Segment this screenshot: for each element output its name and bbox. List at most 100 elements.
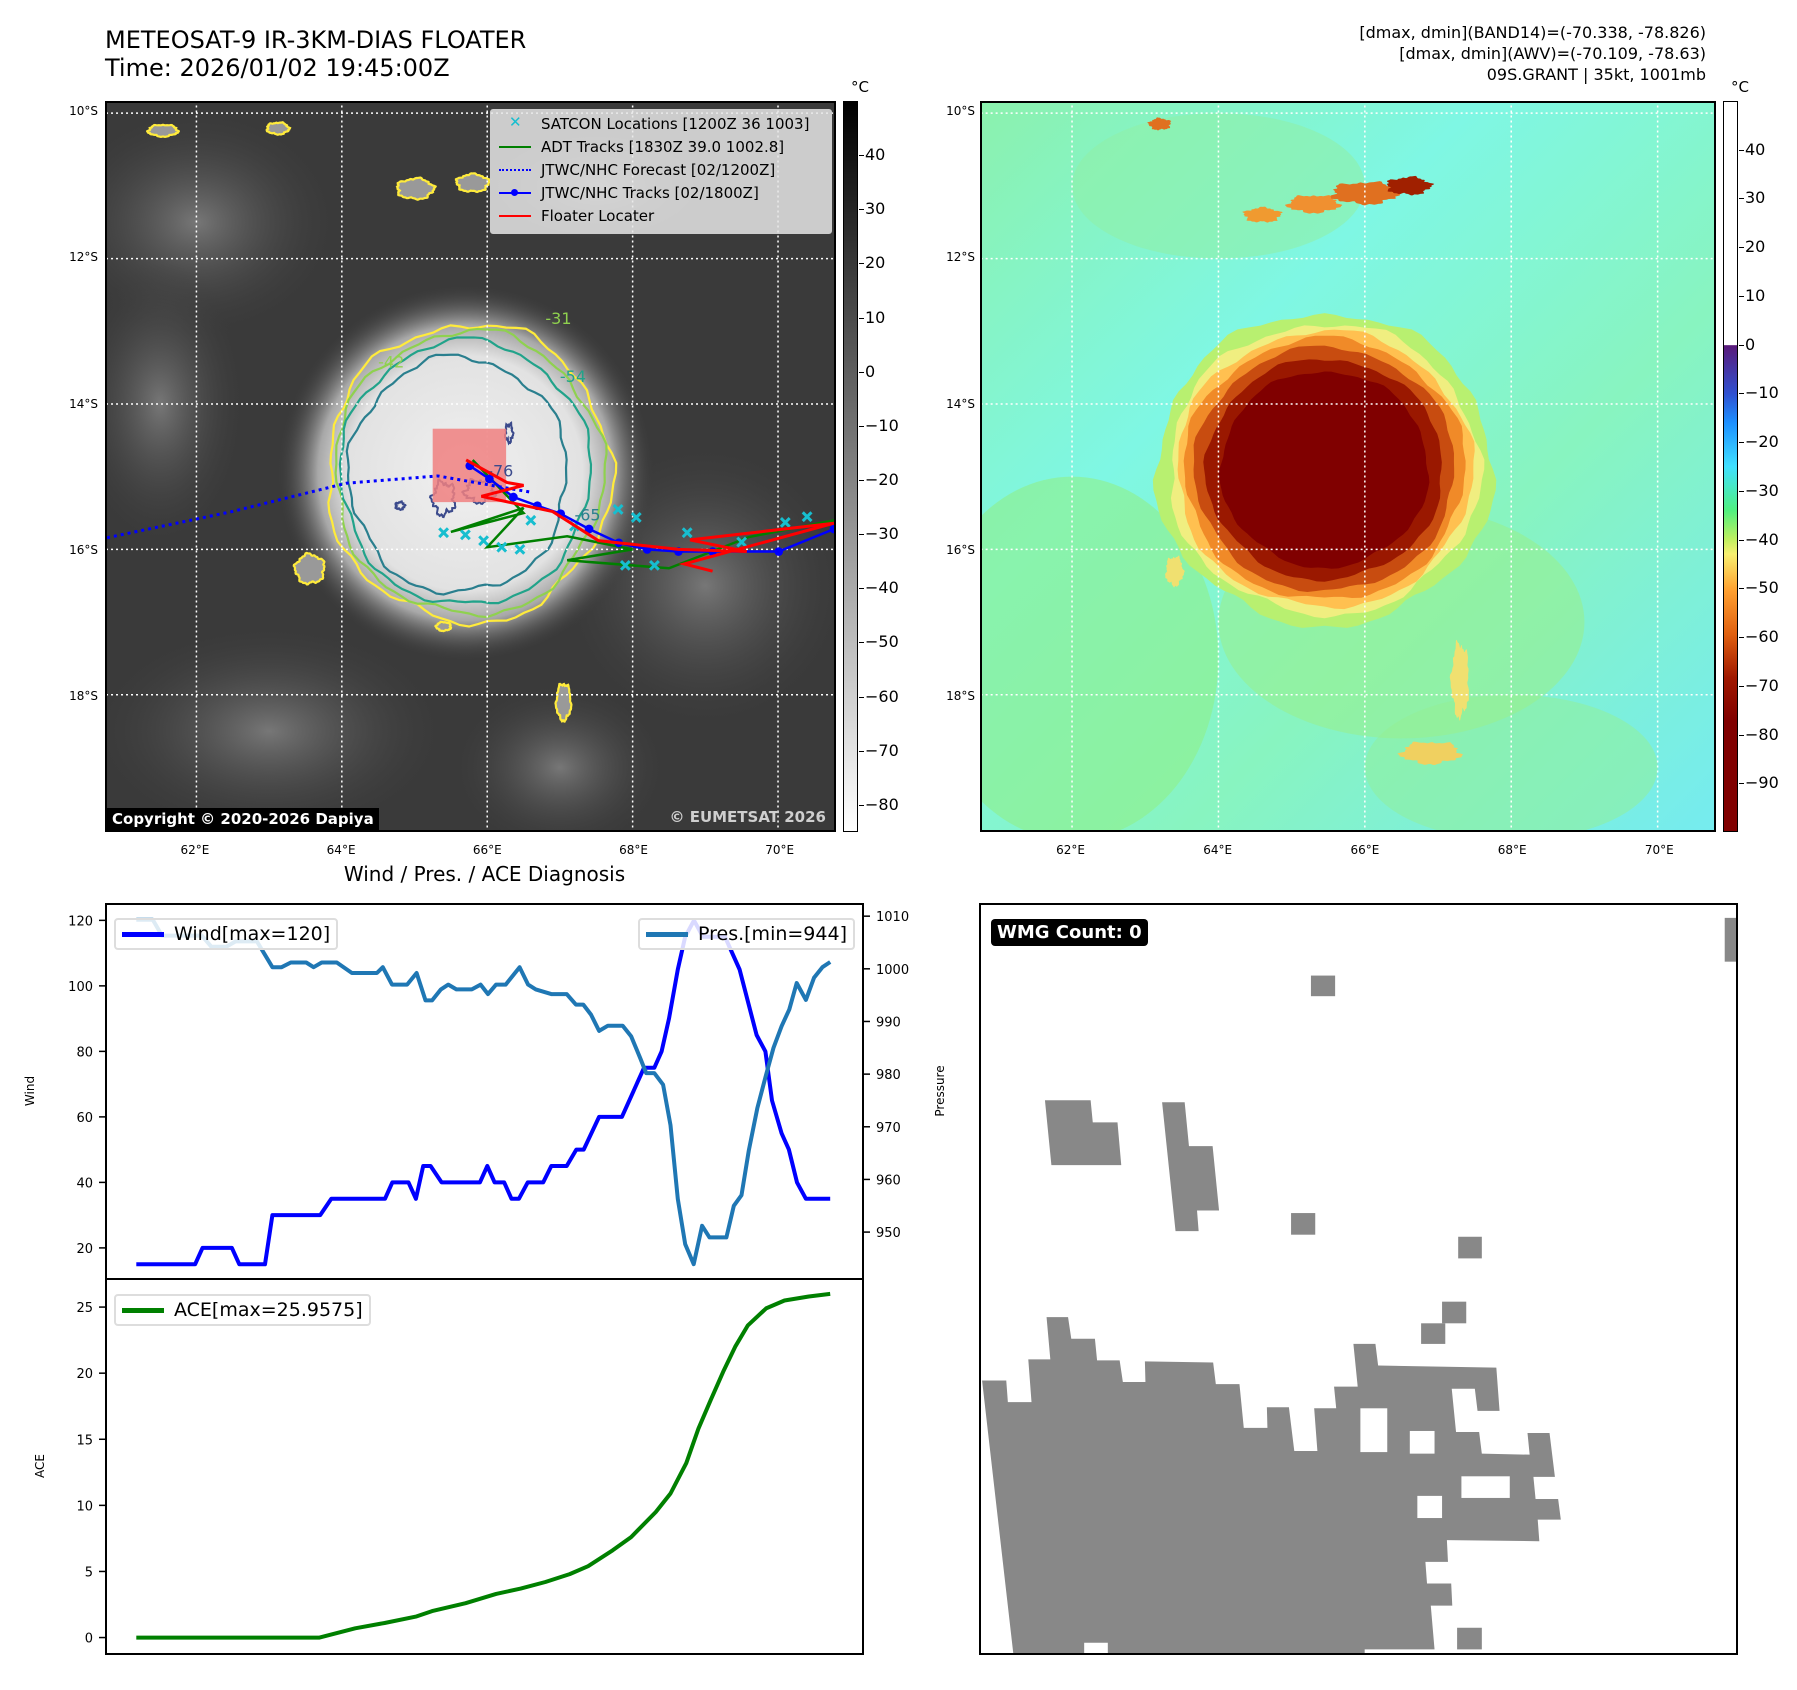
- colorbar-tick: [859, 317, 864, 319]
- line-icon: [499, 141, 531, 153]
- pressure-legend: Pres.[min=944]: [638, 918, 855, 950]
- cloud-cell: [1330, 181, 1403, 206]
- colorbar-tick-label: 0: [1745, 334, 1756, 354]
- line-icon: [499, 210, 531, 222]
- contour-label: -42: [378, 353, 404, 372]
- y-tick-label: 970: [876, 1121, 901, 1136]
- legend-floater: Floater Locater: [491, 204, 831, 227]
- jtwc-track-point: [829, 524, 834, 534]
- temperature-contour: [340, 337, 591, 603]
- legend-label: JTWC/NHC Forecast [02/1200Z]: [541, 160, 776, 179]
- legend-jtwc-tracks: JTWC/NHC Tracks [02/1800Z]: [491, 181, 831, 204]
- colorbar-tick-label: −10: [865, 415, 899, 435]
- storm-info: 09S.GRANT | 35kt, 1001mb: [1486, 65, 1706, 84]
- enhanced-colorbar: [1723, 101, 1738, 832]
- y-tick-label: 20: [76, 1367, 93, 1382]
- colorbar-tick: [1739, 247, 1744, 249]
- ace-legend-label: ACE[max=25.9575]: [174, 1299, 363, 1321]
- y-tick-label: 10: [76, 1499, 93, 1514]
- lat-label: 12°S: [946, 250, 975, 265]
- ir-colorbar: [843, 101, 858, 832]
- lon-label: 70°E: [1644, 843, 1674, 857]
- colorbar-tick-label: 0: [865, 361, 876, 381]
- coldest-contour: [505, 423, 514, 443]
- enhanced-map[interactable]: [980, 101, 1716, 832]
- colorbar-tick: [1739, 149, 1744, 151]
- ir-map[interactable]: -42-31-54-65-76 ✕SATCON Locations [1200Z…: [105, 101, 836, 832]
- y-tick-label: 1000: [876, 963, 909, 978]
- colorbar-tick-label: −10: [1745, 383, 1779, 403]
- satcon-marker: [632, 513, 641, 522]
- y-tick-label: 0: [85, 1632, 93, 1647]
- colorbar-tick-label: −70: [865, 740, 899, 760]
- colorbar-tick-label: −60: [1745, 627, 1779, 647]
- lat-label: 16°S: [946, 542, 975, 557]
- wmg-mask: [982, 917, 1736, 1653]
- cold-cloud-cell: [397, 178, 435, 200]
- cold-cloud-cell: [294, 553, 325, 584]
- cold-cloud-cell: [555, 684, 571, 722]
- satcon-marker: [621, 561, 630, 570]
- legend-line-icon: [646, 931, 688, 937]
- colorbar-tick: [1739, 588, 1744, 590]
- colorbar-tick-label: −40: [1745, 529, 1779, 549]
- lat-label: 16°S: [69, 542, 98, 557]
- legend-label: ADT Tracks [1830Z 39.0 1002.8]: [541, 137, 785, 156]
- y-tick-label: 5: [85, 1565, 93, 1580]
- satcon-marker: [526, 516, 535, 525]
- temperature-contour: [336, 329, 607, 617]
- wind-legend-label: Wind[max=120]: [174, 923, 331, 945]
- colorbar-tick: [1739, 539, 1744, 541]
- colorbar-tick-label: 40: [1745, 139, 1766, 159]
- y-tick-label: 80: [76, 1045, 93, 1060]
- ace-chart: 0 5 10 15 20 25 ACE[max=25.9575]: [76, 1278, 864, 1655]
- lon-label: 70°E: [765, 843, 795, 857]
- series-line: [136, 918, 831, 1267]
- colorbar-tick: [1739, 442, 1744, 444]
- colorbar-tick-label: 30: [865, 199, 886, 219]
- lat-label: 14°S: [69, 396, 98, 411]
- pressure-axis-label: Pressure: [933, 1065, 947, 1117]
- colorbar-tick: [859, 696, 864, 698]
- contour-label: -65: [574, 505, 600, 524]
- line-dot-icon: [499, 187, 531, 199]
- jtwc-track-point: [485, 474, 494, 484]
- legend-line-icon: [122, 931, 164, 937]
- y-tick-label: 25: [76, 1301, 93, 1316]
- lon-label: 68°E: [619, 843, 648, 857]
- colorbar-tick: [1739, 734, 1744, 736]
- colorbar-tick: [1739, 490, 1744, 492]
- satcon-marker: [461, 530, 470, 539]
- legend-adt: ADT Tracks [1830Z 39.0 1002.8]: [491, 135, 831, 158]
- cold-cloud-cell: [147, 125, 179, 137]
- lat-label: 18°S: [69, 689, 98, 704]
- colorbar-tick: [1739, 295, 1744, 297]
- colorbar-tick: [859, 534, 864, 536]
- awv-stats: [dmax, dmin](AWV)=(-70.109, -78.63): [1399, 44, 1706, 63]
- cold-cloud-layer: [1218, 371, 1430, 569]
- lat-label: 10°S: [69, 104, 98, 119]
- colorbar-tick: [1739, 783, 1744, 785]
- contour-label: -31: [545, 309, 571, 328]
- ace-plot: 0 5 10 15 20 25: [76, 1291, 831, 1647]
- colorbar-tick-label: −40: [865, 578, 899, 598]
- colorbar-tick: [859, 371, 864, 373]
- legend-line-icon: [122, 1307, 164, 1313]
- colorbar-tick: [859, 750, 864, 752]
- contour-label: -54: [560, 367, 586, 386]
- colorbar-tick-label: −20: [1745, 432, 1779, 452]
- colorbar-tick-label: 20: [1745, 237, 1766, 257]
- y-tick-label: 60: [76, 1111, 93, 1126]
- colorbar-tick: [859, 209, 864, 211]
- lon-label: 68°E: [1497, 843, 1527, 857]
- satcon-marker: [683, 528, 692, 537]
- series-line: [136, 1291, 831, 1640]
- satellite-title: METEOSAT-9 IR-3KM-DIAS FLOATER: [105, 26, 527, 54]
- y-tick-label: 1010: [876, 910, 909, 925]
- lon-label: 62°E: [1056, 843, 1085, 857]
- lon-label: 62°E: [180, 843, 210, 857]
- cloud-cell: [1242, 206, 1283, 223]
- colorbar-tick-label: −80: [865, 794, 899, 814]
- lat-label: 10°S: [946, 104, 975, 119]
- wind-pressure-plot: 20 40 60 80 100 120 950 960 970 980 990 1000 1010: [68, 910, 909, 1267]
